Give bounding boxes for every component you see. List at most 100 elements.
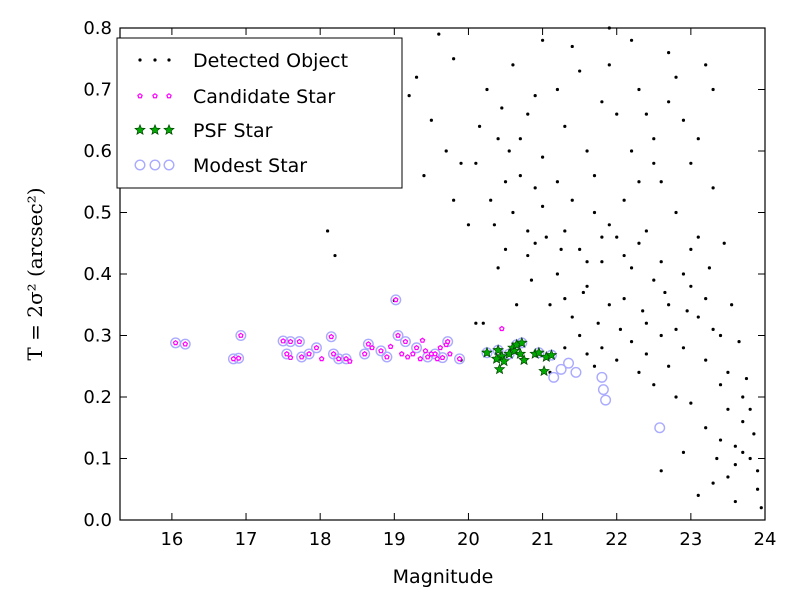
legend-label: Candidate Star (193, 86, 335, 108)
legend-marker (149, 123, 161, 135)
data-point (459, 161, 463, 165)
data-point (689, 284, 693, 288)
data-point (310, 342, 322, 354)
legend-entry: PSF Star (134, 120, 273, 142)
data-point (570, 366, 582, 378)
legend-marker (167, 58, 171, 62)
data-point (398, 351, 405, 357)
data-point (741, 450, 745, 454)
data-point (696, 137, 700, 141)
series-psf-star (481, 336, 558, 377)
data-point (596, 321, 600, 325)
series-candidate-star (172, 296, 505, 364)
data-point (730, 303, 734, 307)
x-tick-label: 16 (160, 529, 183, 550)
data-point (652, 383, 656, 387)
y-tick-label: 0.7 (83, 80, 112, 101)
data-point (715, 456, 719, 461)
legend-label: Modest Star (193, 155, 307, 177)
data-point (722, 241, 726, 245)
series-detected-object (325, 26, 763, 510)
data-point (422, 174, 426, 178)
data-point (515, 303, 519, 307)
data-point (384, 354, 390, 360)
data-point (365, 341, 372, 347)
data-point (659, 180, 663, 184)
data-point (733, 499, 737, 504)
data-point (540, 38, 545, 42)
data-point (674, 395, 678, 399)
data-point (422, 347, 429, 354)
data-point (585, 260, 589, 264)
data-point (696, 493, 700, 497)
data-point (622, 297, 626, 301)
data-point (704, 426, 708, 430)
data-point (235, 330, 247, 342)
data-point (508, 344, 521, 356)
data-point (529, 278, 534, 282)
legend-label: Detected Object (193, 50, 348, 72)
data-point (585, 284, 589, 288)
data-point (674, 327, 678, 331)
data-point (607, 303, 611, 307)
data-point (313, 344, 320, 351)
data-point (644, 321, 648, 325)
data-point (741, 395, 745, 399)
data-point (563, 297, 567, 301)
data-point (281, 348, 293, 360)
data-point (437, 32, 441, 36)
data-point (390, 294, 402, 306)
data-point (347, 358, 353, 364)
data-point (387, 343, 394, 349)
data-point (496, 266, 500, 270)
data-point (439, 354, 446, 361)
data-point (381, 351, 393, 363)
data-point (607, 223, 611, 227)
data-point (555, 363, 567, 375)
data-point (618, 327, 623, 331)
data-point (711, 186, 715, 190)
y-tick-label: 0.3 (83, 326, 112, 347)
data-point (238, 332, 244, 338)
data-point (507, 149, 511, 153)
data-point (600, 100, 604, 104)
data-point (540, 204, 545, 208)
data-point (563, 124, 567, 128)
y-tick-label: 0.0 (83, 510, 112, 531)
data-point (293, 336, 305, 348)
data-point (674, 75, 678, 79)
data-point (718, 333, 723, 338)
data-point (681, 346, 686, 350)
data-point (707, 266, 711, 270)
data-point (518, 137, 522, 141)
data-point (659, 333, 663, 338)
x-tick-label: 19 (383, 529, 406, 550)
data-point (733, 463, 737, 467)
x-tick-label: 21 (531, 529, 554, 550)
axis-ticks: 16 17 18 19 20 21 22 23 24 0.0 0.1 0.2 0.3 0.4 0.5 0.6 0… (83, 18, 776, 550)
legend-marker (153, 58, 157, 62)
data-point (563, 229, 567, 233)
data-point (555, 87, 560, 92)
data-point (585, 149, 589, 153)
data-point (733, 444, 737, 448)
data-point (392, 330, 404, 342)
data-point (737, 340, 741, 344)
data-point (500, 106, 504, 110)
data-point (629, 266, 634, 270)
data-point (410, 351, 416, 357)
data-point (444, 338, 451, 345)
data-point (545, 349, 558, 361)
data-point (402, 338, 409, 345)
data-point (511, 210, 515, 215)
y-tick-label: 0.5 (83, 203, 112, 224)
y-tick-label: 0.4 (83, 264, 112, 285)
y-tick-label: 0.2 (83, 387, 112, 408)
data-point (359, 348, 371, 360)
data-point (752, 432, 756, 436)
data-point (615, 358, 619, 362)
data-point (629, 38, 634, 42)
data-point (417, 355, 424, 362)
plot-frame (119, 27, 766, 521)
data-point (559, 247, 563, 251)
